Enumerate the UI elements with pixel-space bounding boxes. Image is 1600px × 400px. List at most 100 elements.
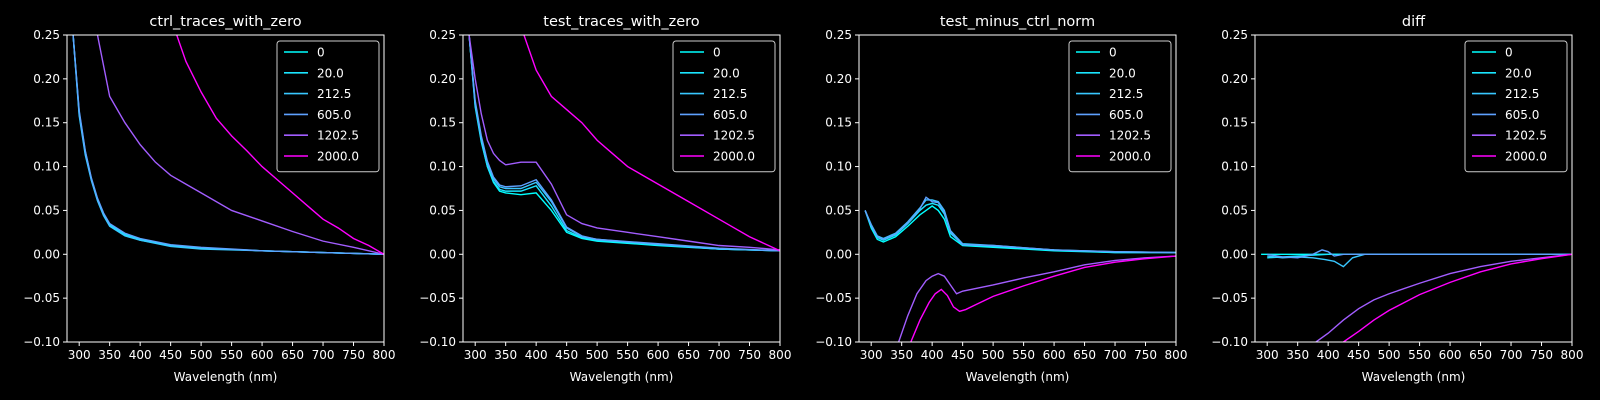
- series-line-0: [864, 205, 1176, 254]
- y-tick-label: −0.10: [815, 335, 852, 349]
- legend-label: 0: [1109, 46, 1117, 60]
- chart-title: ctrl_traces_with_zero: [149, 14, 301, 30]
- series-line-605.0: [72, 35, 384, 255]
- legend-label: 0: [713, 46, 721, 60]
- x-tick-label: 650: [677, 348, 700, 362]
- legend-label: 20.0: [1505, 66, 1532, 80]
- x-tick-label: 300: [68, 348, 91, 362]
- y-tick-label: 0.25: [33, 28, 60, 42]
- legend-label: 2000.0: [317, 150, 359, 164]
- y-tick-label: 0.05: [1221, 203, 1248, 217]
- x-tick-label: 550: [1012, 348, 1035, 362]
- y-tick-label: −0.05: [1211, 291, 1248, 305]
- y-tick-label: −0.05: [419, 291, 456, 305]
- x-tick-label: 750: [738, 348, 761, 362]
- x-tick-label: 600: [1043, 348, 1066, 362]
- x-axis-label: Wavelength (nm): [1362, 370, 1466, 384]
- axes-frame: [66, 34, 385, 343]
- legend: 0 20.0 212.5 605.0 1202.5 2000.0: [672, 40, 776, 173]
- x-tick-label: 450: [1347, 348, 1370, 362]
- y-tick-label: 0.10: [825, 160, 852, 174]
- legend-label: 605.0: [1505, 108, 1539, 122]
- y-tick-label: 0.10: [33, 160, 60, 174]
- legend-label: 1202.5: [713, 129, 755, 143]
- legend: 0 20.0 212.5 605.0 1202.5 2000.0: [1068, 40, 1172, 173]
- series-line-605.0: [1267, 249, 1572, 259]
- x-tick-label: 750: [342, 348, 365, 362]
- x-tick-label: 500: [982, 348, 1005, 362]
- y-tick-label: 0.10: [429, 160, 456, 174]
- legend-label: 2000.0: [713, 150, 755, 164]
- series-group: [468, 35, 780, 252]
- x-tick-label: 700: [312, 348, 335, 362]
- x-tick-label: 350: [890, 348, 913, 362]
- series-line-20.0: [864, 202, 1176, 254]
- x-tick-label: 600: [251, 348, 274, 362]
- y-tick-label: 0.20: [825, 72, 852, 86]
- x-tick-label: 450: [159, 348, 182, 362]
- axes-frame: [1254, 34, 1573, 343]
- x-tick-label: 400: [525, 348, 548, 362]
- legend-label: 20.0: [317, 66, 344, 80]
- y-tick-label: 0.20: [429, 72, 456, 86]
- x-tick-label: 400: [1317, 348, 1340, 362]
- y-tick-label: −0.10: [23, 335, 60, 349]
- x-tick-label: 350: [98, 348, 121, 362]
- series-line-1202.5: [897, 255, 1176, 342]
- axes-frame: [858, 34, 1177, 343]
- chart-title: diff: [1402, 14, 1426, 30]
- y-tick-label: 0.15: [429, 116, 456, 130]
- x-tick-label: 350: [1286, 348, 1309, 362]
- y-tick-label: 0.15: [825, 116, 852, 130]
- y-tick-label: 0.20: [33, 72, 60, 86]
- series-group: [1261, 249, 1572, 342]
- y-tick-label: 0.00: [825, 247, 852, 261]
- x-tick-label: 500: [586, 348, 609, 362]
- chart-panel-4: 300 350 400 450 500 550 600 650 700 750 800 −0.10 −0…: [1211, 14, 1583, 384]
- series-group: [864, 196, 1176, 342]
- x-tick-label: 750: [1134, 348, 1157, 362]
- x-tick-label: 500: [1378, 348, 1401, 362]
- legend-box: [1068, 40, 1172, 173]
- x-tick-label: 600: [647, 348, 670, 362]
- y-tick-label: −0.10: [1211, 335, 1248, 349]
- legend-label: 1202.5: [1109, 129, 1151, 143]
- y-tick-label: 0.20: [1221, 72, 1248, 86]
- series-line-605.0: [468, 35, 780, 252]
- series-line-2000.0: [176, 35, 384, 255]
- x-tick-label: 600: [1439, 348, 1462, 362]
- legend-box: [672, 40, 776, 173]
- y-tick-label: 0.05: [825, 203, 852, 217]
- chart-panel-2: 300 350 400 450 500 550 600 650 700 750 800 −0.10 −0…: [419, 14, 791, 384]
- series-line-2000.0: [523, 35, 780, 252]
- legend-label: 20.0: [713, 66, 740, 80]
- x-tick-label: 700: [1500, 348, 1523, 362]
- y-tick-label: 0.15: [33, 116, 60, 130]
- series-line-2000.0: [910, 255, 1176, 342]
- x-tick-label: 700: [708, 348, 731, 362]
- x-tick-label: 400: [921, 348, 944, 362]
- series-line-1202.5: [468, 35, 780, 251]
- legend-box: [276, 40, 380, 173]
- series-line-2000.0: [1342, 253, 1572, 342]
- legend: 0 20.0 212.5 605.0 1202.5 2000.0: [276, 40, 380, 173]
- series-line-1202.5: [96, 35, 384, 255]
- y-tick-label: 0.00: [429, 247, 456, 261]
- x-tick-label: 500: [190, 348, 213, 362]
- x-tick-label: 650: [1073, 348, 1096, 362]
- x-axis-label: Wavelength (nm): [570, 370, 674, 384]
- y-tick-label: 0.15: [1221, 116, 1248, 130]
- legend-label: 0: [317, 46, 325, 60]
- y-tick-label: 0.25: [1221, 28, 1248, 42]
- x-tick-label: 550: [1408, 348, 1431, 362]
- y-tick-label: −0.10: [419, 335, 456, 349]
- axes-frame: [462, 34, 781, 343]
- legend-label: 212.5: [713, 87, 747, 101]
- series-line-1202.5: [1315, 253, 1572, 342]
- x-tick-label: 700: [1104, 348, 1127, 362]
- series-line-212.5: [864, 199, 1176, 254]
- legend-label: 2000.0: [1505, 150, 1547, 164]
- y-tick-label: 0.25: [429, 28, 456, 42]
- y-tick-label: 0.05: [33, 203, 60, 217]
